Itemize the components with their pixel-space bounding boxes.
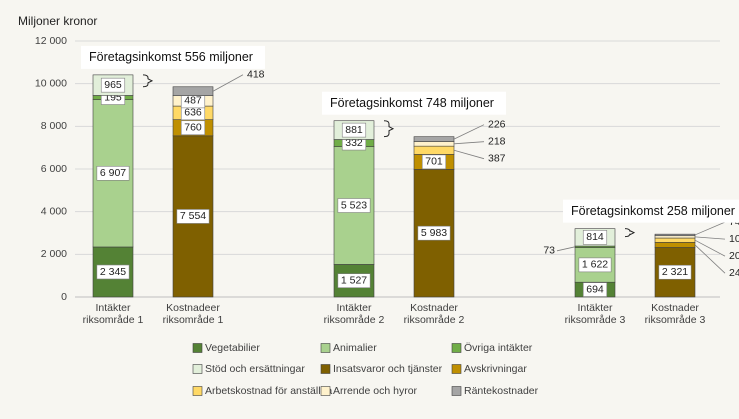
annotation: Företagsinkomst 556 miljoner [89, 50, 253, 64]
bar-segment [654, 242, 696, 248]
y-tick-label: 0 [61, 291, 67, 303]
value-label: 487 [184, 95, 202, 107]
annotation-box [81, 45, 265, 69]
value-label: 760 [184, 122, 202, 134]
value-label-box [421, 154, 447, 170]
x-tick-label: Kostnader riksområde 2 [403, 302, 465, 326]
value-label-box [337, 198, 371, 213]
value-label: 203 [729, 250, 739, 262]
leader-line [694, 221, 726, 236]
value-label-box [658, 264, 692, 280]
legend-label: Avskrivningar [464, 363, 527, 375]
x-tick-label: Kostnadeer riksområde 1 [162, 302, 224, 326]
y-tick-label: 8 000 [41, 120, 67, 132]
value-label-box [578, 257, 612, 273]
brace [624, 228, 636, 238]
value-label: 73 [543, 245, 555, 257]
y-tick-label: 12 000 [35, 35, 67, 47]
y-tick-label: 10 000 [35, 77, 67, 89]
value-label: 814 [586, 231, 604, 243]
value-label: 1 527 [341, 274, 367, 286]
annotation: Företagsinkomst 258 miljoner [571, 204, 735, 218]
value-label: 881 [345, 124, 363, 136]
legend-label: Stöd och ersättningar [205, 363, 305, 375]
legend-swatch [451, 364, 462, 374]
leader-line [694, 244, 726, 274]
legend-label: Arrende och hyror [333, 385, 418, 397]
bar-segment [413, 141, 455, 147]
leader-line [556, 246, 576, 252]
value-label: 107 [729, 233, 739, 245]
y-tick-label: 4 000 [41, 205, 67, 217]
y-tick-label: 6 000 [41, 163, 67, 175]
value-label-box [337, 273, 371, 289]
value-label: 694 [586, 283, 604, 295]
value-label: 2 345 [100, 266, 126, 278]
value-label: 6 907 [100, 167, 126, 179]
bar-segment [654, 235, 696, 239]
value-label: 418 [247, 69, 265, 81]
value-label-box [180, 120, 206, 136]
value-label-box [100, 77, 126, 93]
legend-swatch [451, 386, 462, 396]
value-label: 5 523 [341, 199, 367, 211]
legend-label: Animalier [333, 342, 377, 354]
x-tick-label: Intäkter riksområde 1 [82, 302, 144, 326]
legend-label: Övriga intäkter [464, 342, 533, 354]
value-label-box [341, 122, 367, 138]
value-label-box [176, 209, 210, 224]
leader-line [453, 149, 485, 160]
value-label-box [96, 264, 130, 280]
annotation-box [563, 199, 739, 223]
brace [383, 120, 395, 138]
y-tick-label: 2 000 [41, 248, 67, 260]
x-tick-label: Intäkter riksområde 3 [564, 302, 626, 326]
bar-segment [654, 233, 696, 237]
value-label: 241 [729, 267, 739, 279]
value-label: 387 [488, 152, 506, 164]
x-tick-label: Intäkter riksområde 2 [323, 302, 385, 326]
leader-line [212, 74, 244, 92]
bar-segment [413, 136, 455, 142]
value-label: 965 [104, 79, 122, 91]
x-tick-label: Kostnader riksområde 3 [644, 302, 706, 326]
value-label-box [582, 282, 608, 297]
y-axis-title: Miljoner kronor [18, 14, 97, 28]
legend-label: Arbetskostnad för anställda [205, 385, 332, 397]
value-label: 218 [488, 135, 506, 147]
legend-swatch [451, 343, 462, 353]
legend-swatch [320, 386, 331, 396]
value-label: 226 [488, 118, 506, 130]
annotation: Företagsinkomst 748 miljoner [330, 96, 494, 110]
bar-segment [413, 145, 455, 155]
value-label: 636 [184, 107, 202, 119]
value-label: 7 554 [180, 210, 206, 222]
legend-label: Vegetabilier [205, 342, 260, 354]
annotation-box [322, 91, 506, 115]
legend-swatch [192, 343, 203, 353]
legend-swatch [320, 343, 331, 353]
leader-line [694, 236, 726, 240]
value-label-box [582, 230, 608, 245]
value-label: 1 622 [582, 259, 608, 271]
legend-label: Insatsvaror och tjänster [333, 363, 443, 375]
legend-label: Räntekostnader [464, 385, 539, 397]
leader-line [694, 239, 726, 257]
legend-swatch [320, 364, 331, 374]
bar-segment [654, 237, 696, 243]
leader-line [453, 124, 485, 140]
value-label: 332 [345, 137, 363, 149]
leader-line [453, 141, 485, 145]
value-label-box [417, 225, 451, 241]
value-label: 2 321 [662, 266, 688, 278]
bar-segment [172, 86, 214, 96]
brace [142, 74, 154, 88]
value-label: 5 983 [421, 227, 447, 239]
legend-swatch [192, 364, 203, 374]
legend-swatch [192, 386, 203, 396]
value-label-box [96, 165, 130, 181]
value-label: 701 [425, 156, 443, 168]
